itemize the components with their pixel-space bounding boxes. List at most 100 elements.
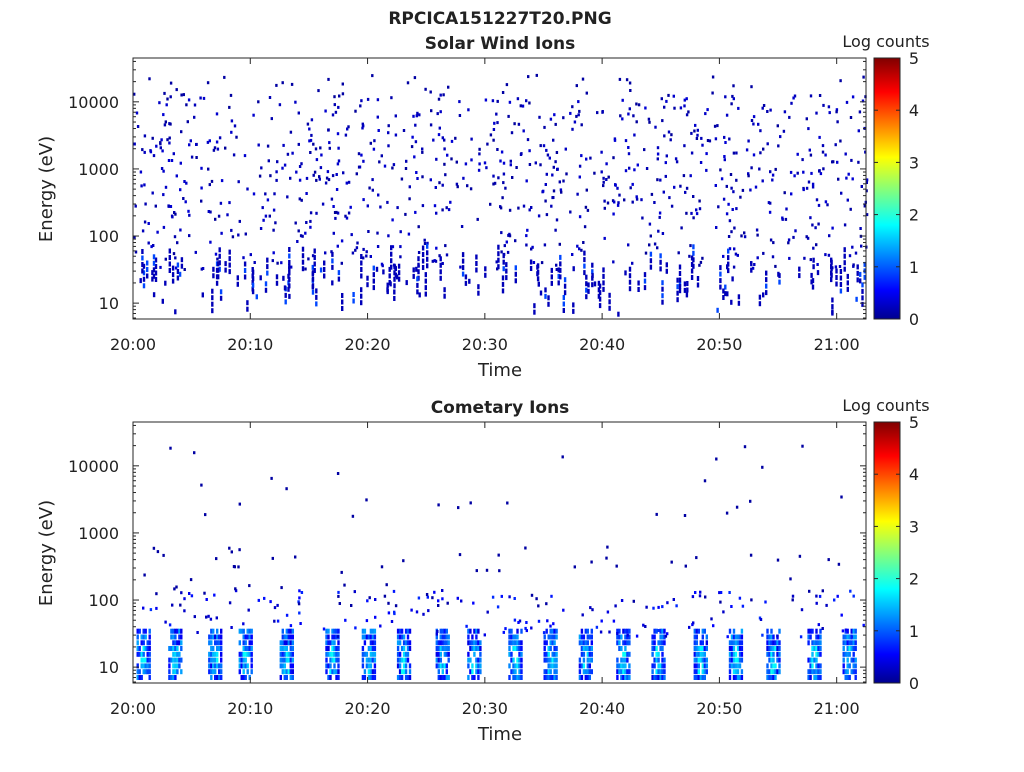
spectrogram-cell <box>151 276 154 282</box>
spectrogram-cell <box>367 663 371 669</box>
spectrogram-cell <box>637 287 640 292</box>
spectrogram-cell <box>146 267 149 272</box>
spectrogram-cell <box>206 81 210 85</box>
spectrogram-cell <box>693 628 696 634</box>
spectrogram-cell <box>240 657 243 663</box>
spectrogram-cell <box>283 651 286 657</box>
spectrogram-cell <box>244 646 247 651</box>
spectrogram-cell <box>510 131 514 135</box>
spectrogram-cell <box>618 77 622 81</box>
spectrogram-cell <box>657 675 660 680</box>
spectrogram-cell <box>725 212 729 216</box>
spectrogram-cell <box>520 646 523 651</box>
spectrogram-cell <box>573 565 576 569</box>
spectrogram-cell <box>155 606 158 610</box>
spectrogram-cell <box>215 616 218 620</box>
spectrogram-cell <box>475 640 478 646</box>
spectrogram-cell <box>815 640 818 646</box>
spectrogram-cell <box>402 646 406 651</box>
spectrogram-cell <box>863 274 866 280</box>
spectrogram-cell <box>264 192 267 196</box>
spectrogram-cell <box>811 646 814 651</box>
spectrogram-cell <box>230 228 233 232</box>
spectrogram-cell <box>267 159 270 163</box>
spectrogram-cell <box>298 165 302 168</box>
spectrogram-cell <box>468 278 471 284</box>
spectrogram-cell <box>653 242 657 246</box>
spectrogram-cell <box>275 280 279 286</box>
spectrogram-cell <box>212 663 215 669</box>
spectrogram-cell <box>429 178 432 182</box>
spectrogram-cell <box>443 640 446 646</box>
spectrogram-cell <box>212 273 215 279</box>
spectrogram-cell <box>817 646 820 651</box>
spectrogram-cell <box>558 180 561 184</box>
y-tick-label: 1000 <box>78 524 119 543</box>
spectrogram-cell <box>588 651 591 657</box>
spectrogram-cell <box>765 290 768 296</box>
spectrogram-cell <box>433 204 437 208</box>
spectrogram-cell <box>151 270 154 276</box>
spectrogram-cell <box>148 640 151 646</box>
spectrogram-cell <box>752 115 756 119</box>
spectrogram-cell <box>294 555 297 559</box>
spectrogram-cell <box>178 634 181 640</box>
spectrogram-cell <box>740 234 743 238</box>
spectrogram-cell <box>512 675 515 680</box>
spectrogram-cell <box>695 556 698 560</box>
spectrogram-cell <box>520 628 523 634</box>
spectrogram-cell <box>696 276 700 281</box>
spectrogram-cell <box>750 166 753 170</box>
spectrogram-cell <box>185 103 188 107</box>
spectrogram-cell <box>275 170 278 174</box>
spectrogram-cell <box>441 646 444 651</box>
spectrogram-cell <box>313 255 316 260</box>
spectrogram-cell <box>273 619 276 623</box>
spectrogram-cell <box>728 657 732 663</box>
spectrogram-cell <box>654 125 657 129</box>
spectrogram-cell <box>279 651 282 657</box>
spectrogram-cell <box>848 675 851 680</box>
spectrogram-cell <box>207 210 210 213</box>
spectrogram-cell <box>768 646 771 651</box>
spectrogram-cell <box>641 216 644 220</box>
spectrogram-cell <box>703 628 706 634</box>
spectrogram-cell <box>732 657 736 663</box>
spectrogram-cell <box>220 657 223 663</box>
spectrogram-cell <box>805 117 808 121</box>
spectrogram-cell <box>549 640 552 646</box>
spectrogram-cell <box>661 634 664 640</box>
spectrogram-cell <box>828 111 831 115</box>
spectrogram-cell <box>467 675 470 680</box>
spectrogram-cell <box>580 123 583 127</box>
spectrogram-cell <box>591 262 594 268</box>
spectrogram-cell <box>785 207 788 211</box>
spectrogram-cell <box>341 92 345 96</box>
spectrogram-cell <box>848 651 851 657</box>
spectrogram-cell <box>414 210 417 214</box>
spectrogram-cell <box>228 546 231 550</box>
spectrogram-cell <box>366 282 369 288</box>
spectrogram-cell <box>176 628 179 634</box>
spectrogram-cell <box>727 202 730 206</box>
spectrogram-cell <box>843 260 846 266</box>
spectrogram-cell <box>176 663 179 669</box>
spectrogram-cell <box>187 209 190 213</box>
spectrogram-cell <box>817 222 820 226</box>
spectrogram-cell <box>809 628 812 634</box>
spectrogram-cell <box>288 293 291 299</box>
spectrogram-cell <box>648 243 651 247</box>
spectrogram-cell <box>788 115 791 119</box>
spectrogram-cell <box>770 669 773 675</box>
spectrogram-cell <box>174 634 177 640</box>
spectrogram-cell <box>843 253 846 259</box>
spectrogram-cell <box>337 657 340 663</box>
spectrogram-cell <box>500 231 503 235</box>
spectrogram-cell <box>520 669 523 675</box>
spectrogram-cell <box>475 634 478 640</box>
spectrogram-cell <box>136 663 139 669</box>
spectrogram-cell <box>719 284 722 290</box>
spectrogram-cell <box>471 634 474 640</box>
spectrogram-cell <box>578 657 582 663</box>
